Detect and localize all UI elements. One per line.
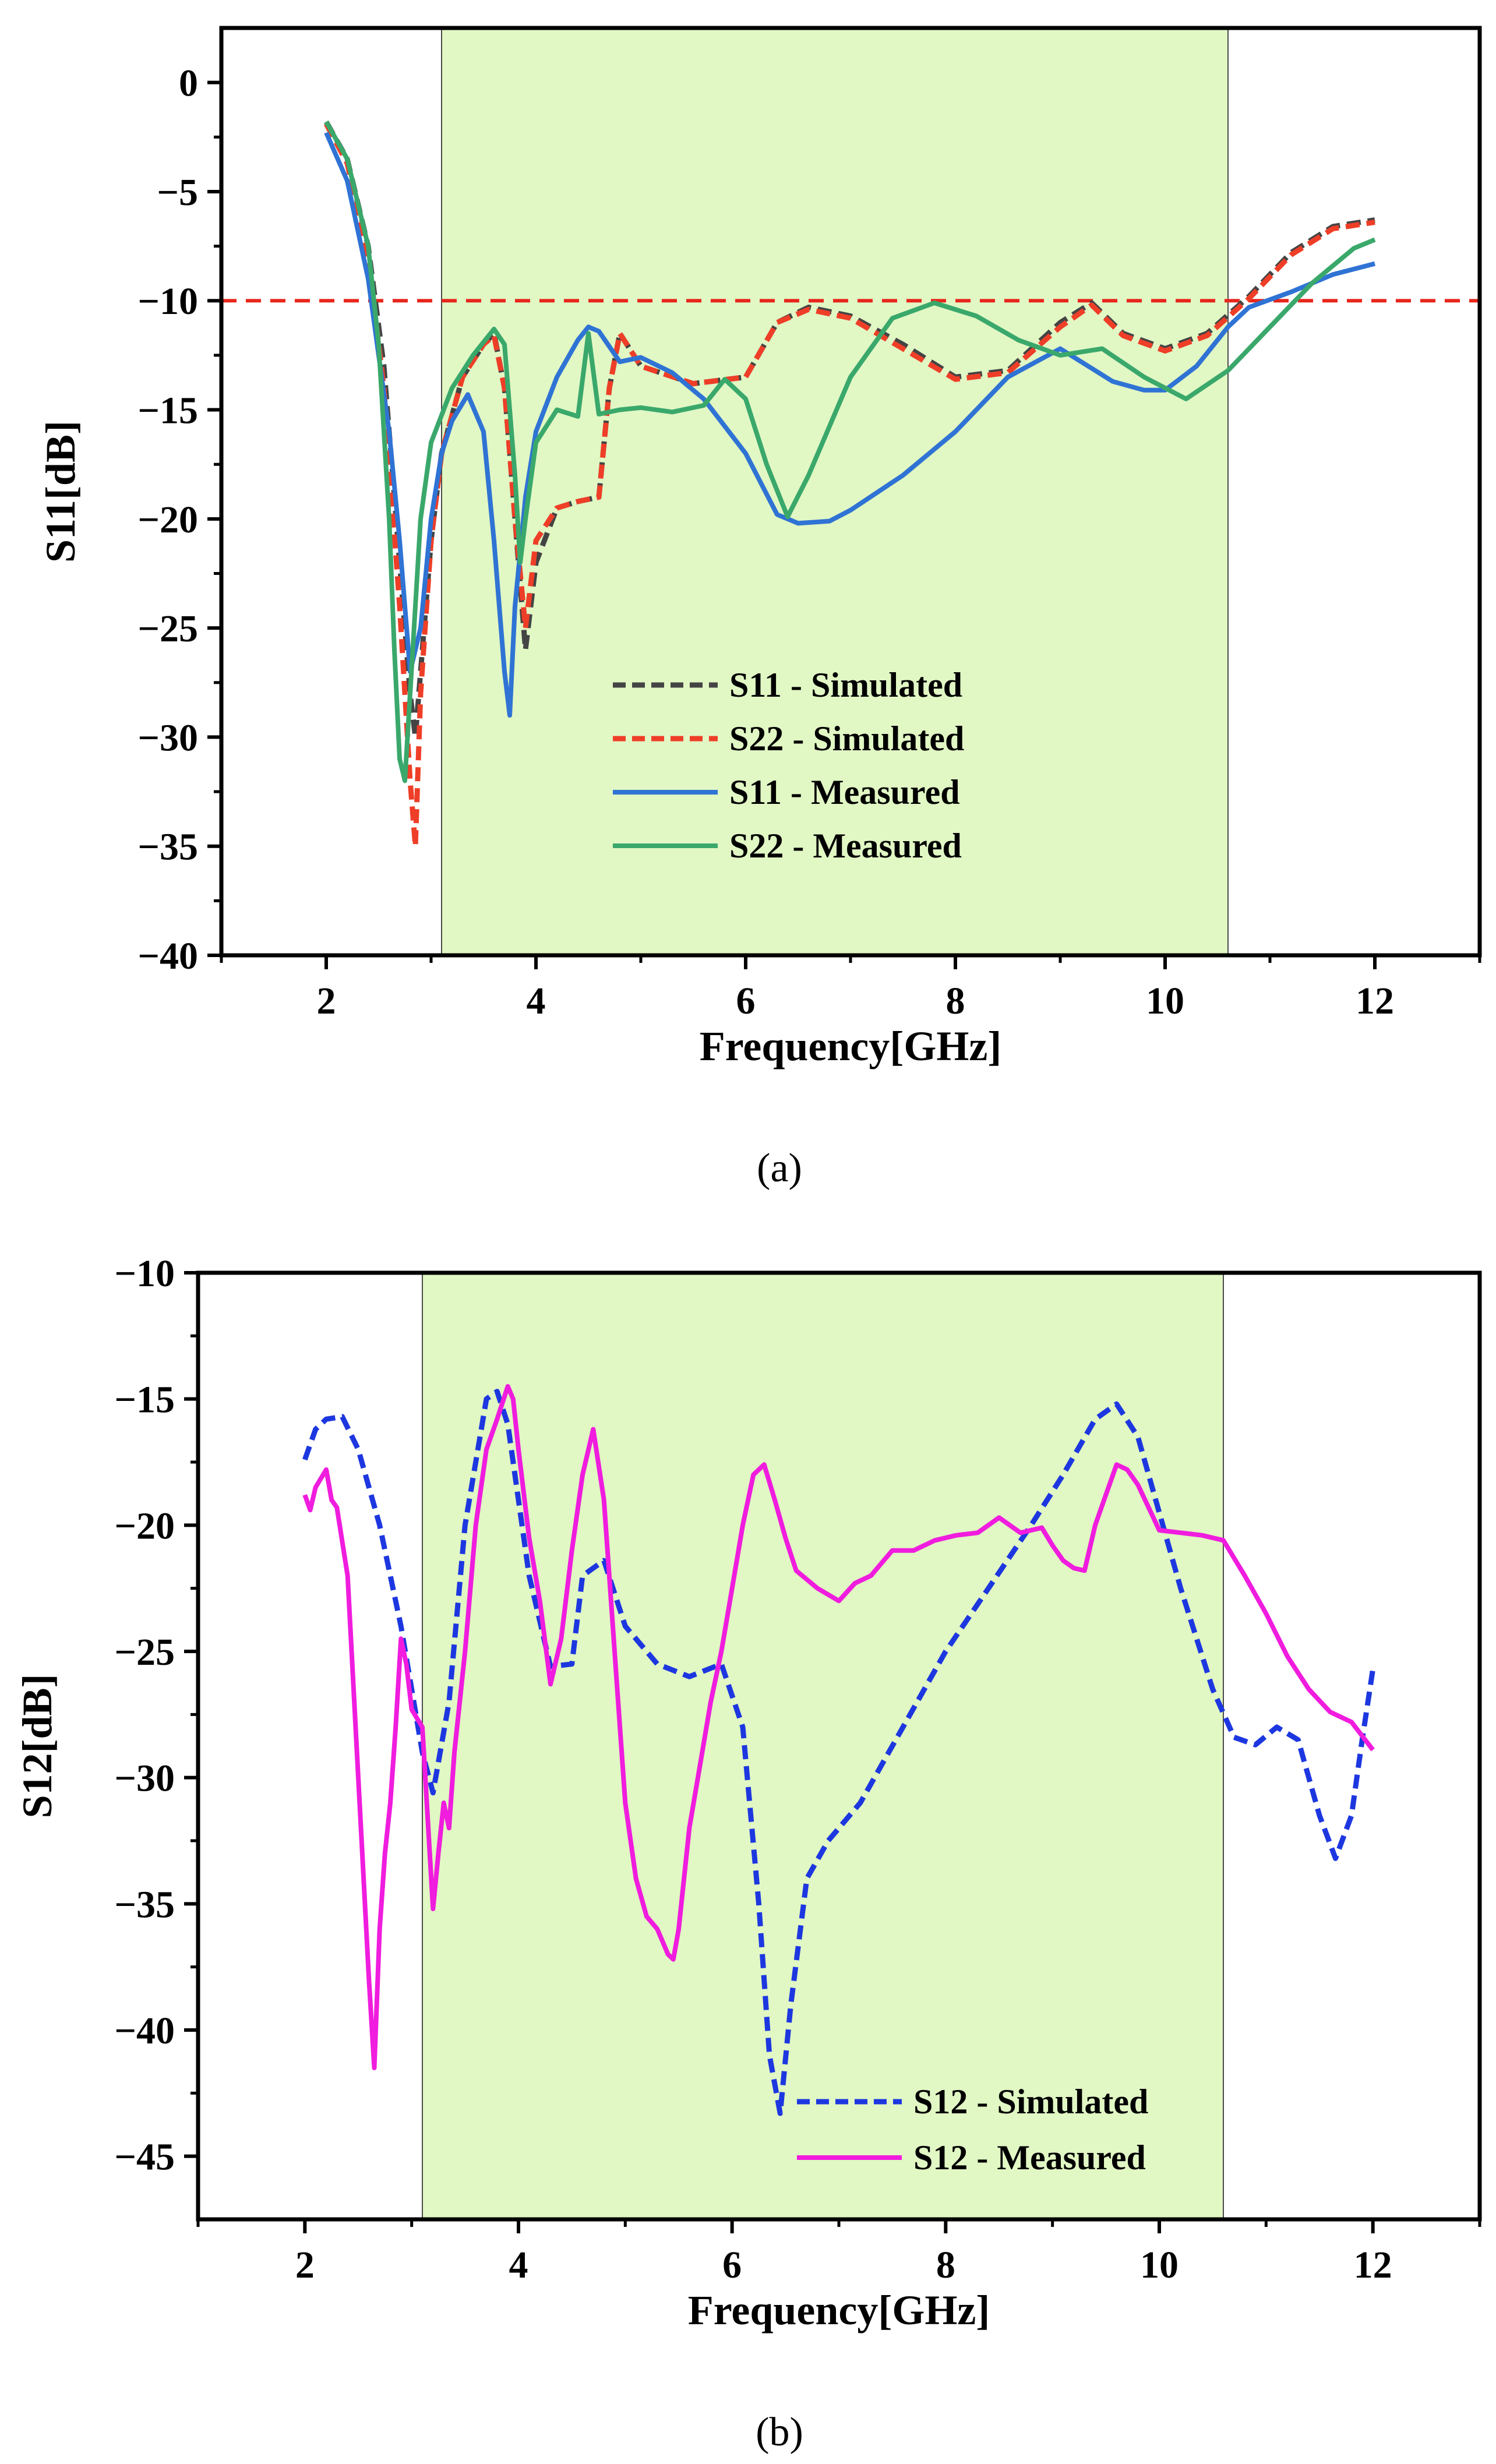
shaded-band: [441, 27, 1229, 956]
legend-label: S22 - Simulated: [729, 719, 964, 758]
panel-a-caption: (a): [757, 1146, 802, 1191]
y-axis-label: S11[dB]: [37, 421, 84, 563]
series-line-s11-measured: [324, 132, 1376, 718]
x-tick-label: 6: [722, 2244, 742, 2286]
x-tick-label: 8: [936, 2244, 955, 2286]
legend: S12 - Simulated S12 - Measured: [797, 2082, 1148, 2177]
chart-panel-b: 2 4 6 8 10 12 −10 −15 −20 −25 −30 −35 −40 −45 Frequenc…: [14, 1252, 1482, 2334]
y-tick-label: −45: [114, 2136, 175, 2179]
x-tick-label: 4: [509, 2244, 528, 2286]
x-tick-label: 12: [1356, 980, 1394, 1022]
x-tick-label: 2: [295, 2244, 315, 2286]
y-tick-label: 0: [179, 62, 198, 105]
x-tick-label: 4: [527, 980, 546, 1022]
y-tick-label: −15: [114, 1379, 175, 1421]
x-tick-label: 10: [1146, 980, 1184, 1022]
chart-panel-a: 2 4 6 8 10 12 0 −5 −10 −15 −20 −25 −30 −35 −40 Frequenc…: [37, 26, 1482, 1069]
series-line-s22-simulated: [324, 122, 1375, 849]
y-tick-label: −35: [114, 1883, 175, 1926]
x-tick-label: 10: [1140, 2244, 1179, 2286]
x-axis-label: Frequency[GHz]: [688, 2287, 990, 2334]
x-tick-label: 12: [1354, 2244, 1392, 2286]
y-tick-label: −30: [114, 1757, 175, 1800]
panel-b-caption: (b): [756, 2410, 803, 2455]
y-tick-label: −40: [114, 2010, 175, 2052]
x-tick-label: 2: [317, 980, 336, 1022]
y-tick-label: −20: [137, 499, 198, 541]
y-tick-label: −20: [114, 1505, 175, 1547]
legend-label: S12 - Measured: [913, 2138, 1146, 2177]
x-tick-label: 6: [736, 980, 756, 1022]
y-tick-label: −25: [114, 1631, 175, 1674]
legend-label: S11 - Measured: [729, 773, 960, 811]
legend: S11 - Simulated S22 - Simulated S11 - Meas…: [613, 666, 964, 865]
y-tick-label: −25: [137, 608, 198, 650]
legend-label: S12 - Simulated: [913, 2082, 1148, 2121]
y-tick-label: −15: [137, 390, 198, 432]
x-axis-label: Frequency[GHz]: [700, 1023, 1002, 1069]
series-line-s22-measured: [324, 121, 1376, 783]
series-line-s12-measured: [302, 1384, 1375, 2070]
y-tick-label: −30: [137, 716, 198, 759]
series-line-s12-simulated: [302, 1389, 1376, 2116]
y-axis-label: S12[dB]: [14, 1674, 61, 1818]
legend-label: S11 - Simulated: [729, 666, 962, 704]
legend-label: S22 - Measured: [729, 827, 962, 865]
x-tick-label: 8: [946, 980, 965, 1022]
y-tick-label: −10: [137, 280, 198, 323]
y-tick-label: −5: [157, 171, 198, 214]
y-tick-label: −35: [137, 826, 198, 869]
y-tick-label: −10: [114, 1252, 175, 1295]
y-tick-label: −40: [137, 935, 198, 977]
